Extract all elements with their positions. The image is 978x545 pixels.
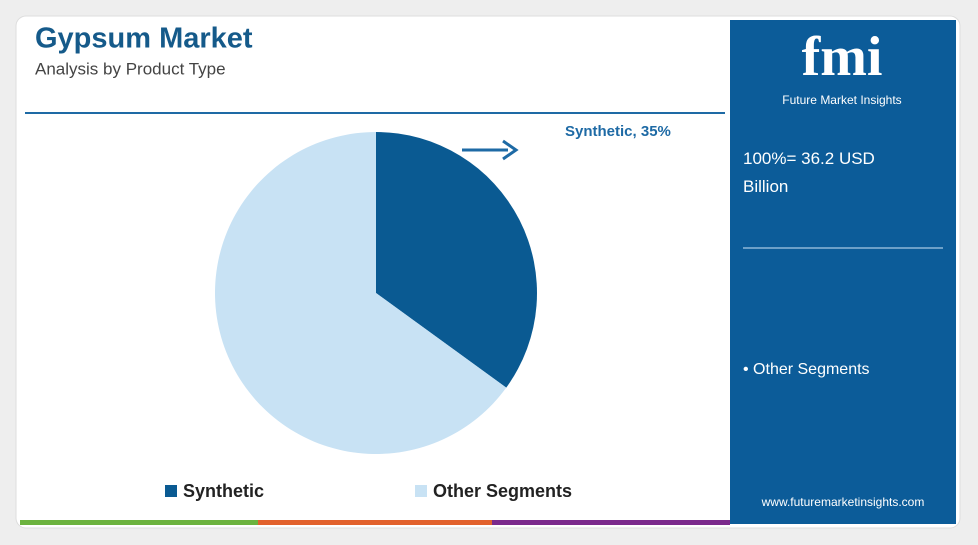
bullet: • Other Segments (743, 361, 870, 378)
stripe (492, 520, 730, 525)
legend-label: Other Segments (433, 481, 572, 501)
legend-swatch (415, 485, 427, 497)
side-panel (730, 20, 956, 524)
stripe (20, 520, 258, 525)
arrow (502, 139, 519, 161)
website: www.futuremarketinsights.com (761, 495, 925, 509)
data-label: Synthetic, 35% (565, 123, 671, 140)
total-box: 100%= 36.2 USD Billion (743, 149, 875, 196)
total: 100%= 36.2 USD Billion (743, 149, 875, 196)
chart-subtitle: Analysis by Product Type (35, 59, 226, 78)
pie-slice (376, 132, 538, 388)
logo: fmi (802, 26, 883, 88)
chart-title: Gypsum Market (35, 23, 253, 55)
legend-swatch (165, 485, 177, 497)
legend-label: Synthetic (183, 481, 264, 501)
pie-slice (215, 132, 507, 454)
stripe (258, 520, 492, 525)
logo-caption: Future Market Insights (782, 93, 901, 107)
